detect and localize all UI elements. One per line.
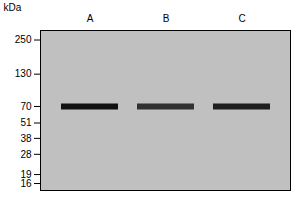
svg-text:38: 38 <box>20 133 32 144</box>
svg-text:16: 16 <box>20 178 32 189</box>
svg-text:kDa: kDa <box>4 2 22 13</box>
svg-text:A: A <box>87 13 94 24</box>
svg-text:28: 28 <box>20 149 32 160</box>
svg-text:130: 130 <box>15 68 32 79</box>
svg-text:B: B <box>163 13 170 24</box>
svg-text:51: 51 <box>20 117 32 128</box>
svg-text:70: 70 <box>20 101 32 112</box>
svg-text:19: 19 <box>20 168 32 180</box>
svg-text:C: C <box>238 13 245 24</box>
svg-text:250: 250 <box>15 34 32 45</box>
